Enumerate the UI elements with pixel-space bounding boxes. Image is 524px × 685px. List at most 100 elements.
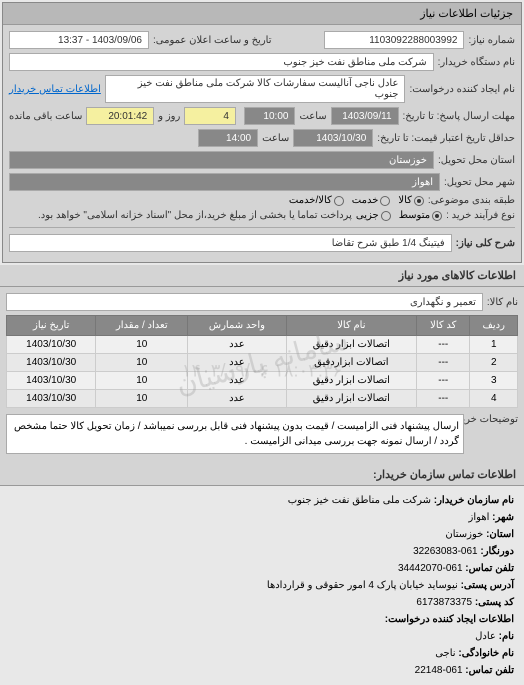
table-header: تعداد / مقدار [96,316,188,336]
province-label: استان محل تحویل: [438,155,515,166]
org-label: نام سازمان خریدار: [434,495,514,506]
remaining-days: 4 [184,107,236,125]
contact-section-title: اطلاعات تماس سازمان خریدار: [0,464,524,486]
table-header: نام کالا [286,316,416,336]
table-cell: عدد [188,354,286,372]
deadline1-label: مهلت ارسال پاسخ: تا تاریخ: [403,111,515,122]
table-cell: 1 [470,336,518,354]
table-cell: 1403/10/30 [7,336,96,354]
creator-phone-value: 061-22148 [415,665,463,676]
process-note: پرداخت تماما یا بخشی از مبلغ خرید،از محل… [38,210,352,221]
org-value: شرکت ملی مناطق نفت خیز جنوب [288,495,431,506]
need-no-field: 1103092288003992 [324,31,464,49]
need-no-label: شماره نیاز: [468,35,515,46]
creator-phone-label: تلفن تماس: [465,665,514,676]
validity-date: 1403/10/30 [293,129,373,147]
deadline1-time-label: ساعت [299,111,326,122]
table-cell: 1403/10/30 [7,354,96,372]
nature-label: طبقه بندی موضوعی: [428,195,515,206]
table-cell: --- [417,372,470,390]
need-title-field: فیتینگ 1/4 طبق شرح تقاضا [9,234,452,252]
contact-city-value: اهواز [469,512,490,523]
table-cell: 10 [96,390,188,408]
table-cell: --- [417,390,470,408]
remaining-label: روز و [158,111,180,122]
nature-radio-1[interactable]: خدمت [352,195,391,206]
goods-table: ردیفکد کالانام کالاواحد شمارشتعداد / مقد… [6,315,518,408]
process-radio-group: متوسط جزیی [356,210,442,221]
validity-time-label: ساعت [262,133,289,144]
validity-label: حداقل تاریخ اعتبار قیمت: تا تاریخ: [377,133,515,144]
table-cell: اتصالات ابزار دقیق [286,372,416,390]
desc-label: توضیحات خریدار: [468,414,518,425]
nature-radio-group: کالا خدمت کالا/خدمت [289,195,424,206]
table-row: 3---اتصالات ابزار دقیقعدد101403/10/30 [7,372,518,390]
province-field: خوزستان [9,151,434,169]
need-title-label: شرح کلی نیاز: [456,238,515,249]
creator-family-value: ناجی [435,648,455,659]
creator-family-label: نام خانوادگی: [458,648,514,659]
table-header: کد کالا [417,316,470,336]
contact-city-label: شهر: [492,512,514,523]
phone-label: تلفن تماس: [465,563,514,574]
table-cell: 1403/10/30 [7,372,96,390]
table-header: ردیف [470,316,518,336]
table-cell: اتصالات ابزاردقیق [286,354,416,372]
postal-value: 6173873375 [416,597,472,608]
table-cell: 10 [96,354,188,372]
process-radio-0[interactable]: متوسط [399,210,442,221]
remaining-time: 20:01:42 [86,107,154,125]
fax-label: دورنگار: [480,546,514,557]
table-cell: 2 [470,354,518,372]
table-cell: عدد [188,336,286,354]
creator-name-label: نام: [499,631,514,642]
deadline1-time: 10:00 [244,107,296,125]
fax-value: 061-32263083 [413,546,478,557]
deadline1-date: 1403/09/11 [331,107,399,125]
table-row: 4---اتصالات ابزار دقیقعدد101403/10/30 [7,390,518,408]
nature-radio-2[interactable]: کالا/خدمت [289,195,344,206]
announce-field: 1403/09/06 - 13:37 [9,31,149,49]
table-cell: 1403/10/30 [7,390,96,408]
table-cell: اتصالات ابزار دقیق [286,336,416,354]
announce-label: تاریخ و ساعت اعلان عمومی: [153,35,272,46]
table-cell: 3 [470,372,518,390]
requester-field: عادل ناجی آنالیست سفارشات کالا شرکت ملی … [105,75,406,103]
buyer-field: شرکت ملی مناطق نفت خیز جنوب [9,53,434,71]
contact-section: نام سازمان خریدار: شرکت ملی مناطق نفت خی… [0,486,524,685]
goods-name-label: نام کالا: [487,297,518,308]
process-radio-1[interactable]: جزیی [356,210,391,221]
city-label: شهر محل تحویل: [444,177,515,188]
creator-name-value: عادل [475,631,496,642]
table-cell: --- [417,354,470,372]
table-cell: --- [417,336,470,354]
validity-time: 14:00 [198,129,258,147]
remaining-suffix: ساعت باقی مانده [9,111,82,122]
postal-label: کد پستی: [475,597,514,608]
table-row: 2---اتصالات ابزاردقیقعدد101403/10/30 [7,354,518,372]
desc-field: ارسال پیشنهاد فنی الزامیست / قیمت بدون پ… [6,414,464,454]
goods-name-field: تعمیر و نگهداری [6,293,483,311]
table-cell: اتصالات ابزار دقیق [286,390,416,408]
table-cell: عدد [188,390,286,408]
table-cell: عدد [188,372,286,390]
table-cell: 10 [96,336,188,354]
phone-value: 061-34442070 [398,563,463,574]
buyer-label: نام دستگاه خریدار: [438,57,515,68]
nature-radio-0[interactable]: کالا [398,195,424,206]
table-header: واحد شمارش [188,316,286,336]
requester-label: نام ایجاد کننده درخواست: [409,84,515,95]
city-field: اهواز [9,173,440,191]
creator-title: اطلاعات ایجاد کننده درخواست: [385,614,514,625]
contact-province-value: خوزستان [445,529,483,540]
process-label: نوع فرآیند خرید : [446,210,515,221]
table-cell: 10 [96,372,188,390]
panel-title: جزئیات اطلاعات نیاز [3,3,521,25]
table-header: تاریخ نیاز [7,316,96,336]
goods-section-title: اطلاعات کالاهای مورد نیاز [0,265,524,287]
table-row: 1---اتصالات ابزار دقیقعدد101403/10/30 [7,336,518,354]
addr-label: آدرس پستی: [461,580,514,591]
contact-link[interactable]: اطلاعات تماس خریدار [9,84,101,95]
table-cell: 4 [470,390,518,408]
addr-value: نیوساید خیابان پارک 4 امور حقوقی و قرارد… [267,580,458,591]
